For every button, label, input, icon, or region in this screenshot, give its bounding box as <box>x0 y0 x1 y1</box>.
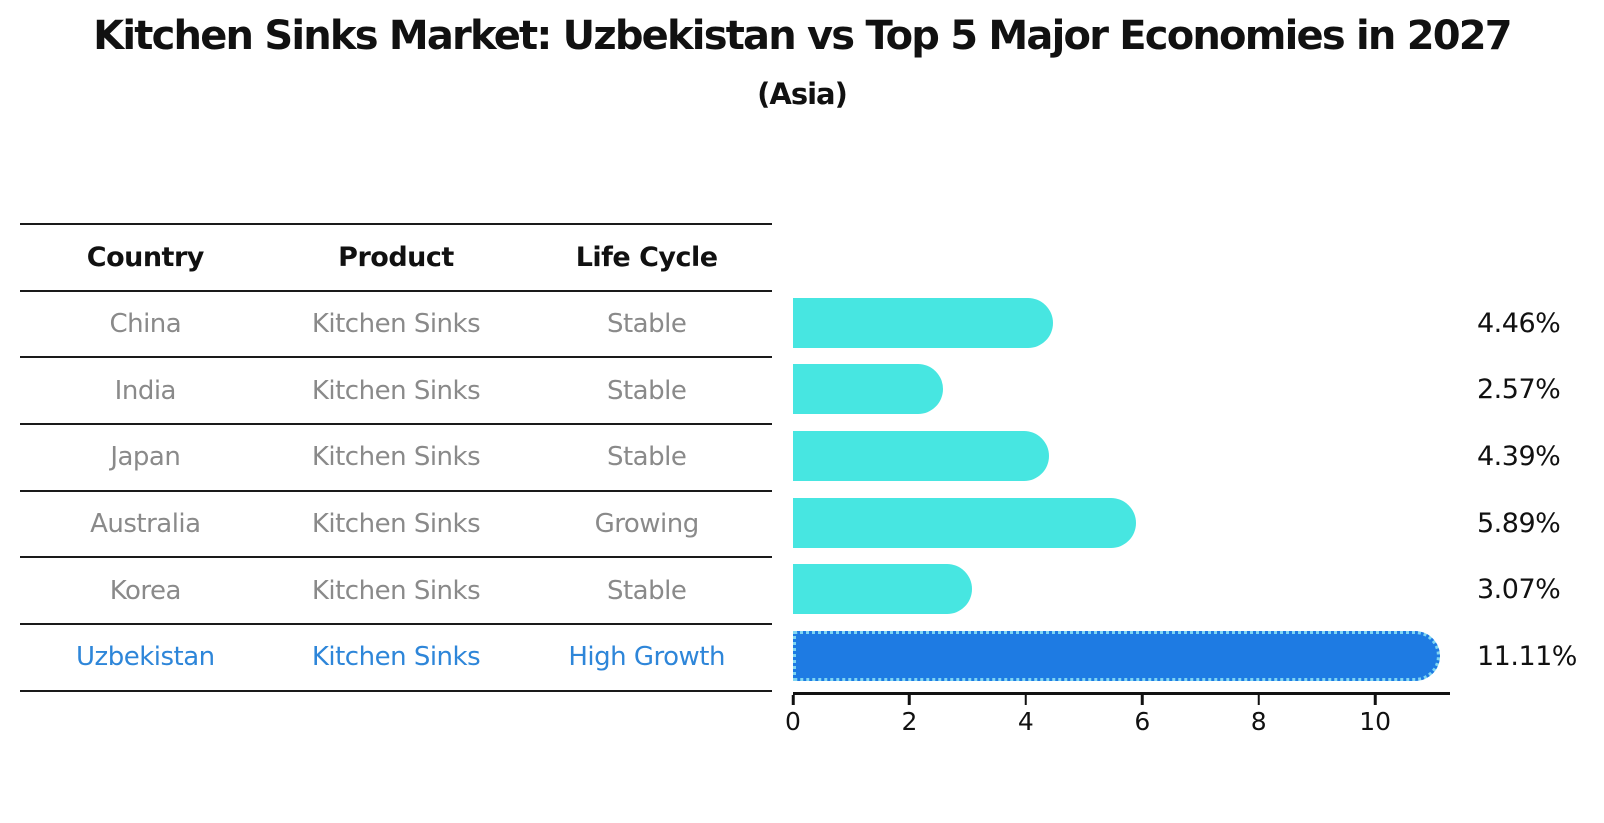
x-axis-line <box>793 692 1450 695</box>
bar-india <box>793 364 943 415</box>
cell-country: Australia <box>90 509 201 540</box>
column-header-country: Country <box>86 241 205 273</box>
cell-life-cycle: Stable <box>606 442 687 473</box>
chart-title: Kitchen Sinks Market: Uzbekistan vs Top … <box>93 13 1512 59</box>
cell-country: China <box>109 309 182 340</box>
bar-row-japan <box>793 423 1445 490</box>
value-label-uzbekistan: 11.11% <box>1477 640 1577 672</box>
x-tick-mark-2 <box>908 694 911 705</box>
bar-korea <box>793 564 972 615</box>
x-tick-mark-8 <box>1257 694 1260 705</box>
bar-row-korea <box>793 556 1445 623</box>
cell-life-cycle: Stable <box>606 575 687 606</box>
table-row-australia: Australia Kitchen Sinks Growing <box>20 489 772 557</box>
x-tick-mark-0 <box>791 694 795 705</box>
x-axis: 0 2 4 6 8 10 <box>785 692 1445 740</box>
bar-row-australia <box>793 490 1445 557</box>
x-tick-label-0: 0 <box>785 707 801 736</box>
x-tick-mark-4 <box>1024 694 1028 705</box>
bar-china <box>793 297 1053 348</box>
bar-uzbekistan <box>793 631 1440 682</box>
value-label-column: 4.46% 2.57% 4.39% 5.89% 3.07% 11.11% <box>1477 290 1604 690</box>
table-row-korea: Korea Kitchen Sinks Stable <box>20 556 772 623</box>
cell-life-cycle: Stable <box>606 375 687 406</box>
column-header-product: Product <box>338 241 454 273</box>
cell-product: Kitchen Sinks <box>311 575 481 606</box>
cell-country: Japan <box>110 442 181 473</box>
bar-row-india <box>793 356 1445 423</box>
x-tick-mark-10 <box>1373 694 1377 705</box>
x-tick-label-6: 6 <box>1134 707 1151 736</box>
column-header-life-cycle: Life Cycle <box>575 241 718 273</box>
table-row-china: China Kitchen Sinks Stable <box>20 289 772 357</box>
cell-country: Uzbekistan <box>76 642 215 673</box>
cell-life-cycle: Stable <box>606 309 687 340</box>
table-row-uzbekistan: Uzbekistan Kitchen Sinks High Growth <box>20 623 772 690</box>
cell-country: Korea <box>109 575 182 606</box>
cell-product: Kitchen Sinks <box>311 442 481 473</box>
bar-row-china <box>793 290 1445 357</box>
x-tick-label-4: 4 <box>1017 707 1034 736</box>
value-label-japan: 4.39% <box>1477 440 1561 472</box>
value-label-australia: 5.89% <box>1477 507 1561 539</box>
cell-product: Kitchen Sinks <box>311 309 481 340</box>
table-header-row: Country Product Life Cycle <box>20 223 772 290</box>
cell-product: Kitchen Sinks <box>311 509 481 540</box>
cell-country: India <box>114 375 177 406</box>
cell-life-cycle: High Growth <box>568 642 725 673</box>
chart-subtitle: (Asia) <box>757 77 848 111</box>
x-tick-label-10: 10 <box>1359 707 1392 736</box>
value-label-china: 4.46% <box>1477 307 1561 339</box>
bar-australia <box>793 497 1136 548</box>
bar-row-uzbekistan <box>793 623 1445 690</box>
table-row-japan: Japan Kitchen Sinks Stable <box>20 423 772 490</box>
value-label-india: 2.57% <box>1477 374 1561 406</box>
bar-plot <box>793 290 1445 690</box>
x-tick-mark-6 <box>1141 694 1144 705</box>
country-table: Country Product Life Cycle China Kitchen … <box>20 223 772 692</box>
cell-life-cycle: Growing <box>594 509 700 540</box>
bar-japan <box>793 431 1049 482</box>
x-tick-label-8: 8 <box>1250 707 1267 736</box>
table-row-india: India Kitchen Sinks Stable <box>20 356 772 423</box>
x-tick-label-2: 2 <box>901 707 918 736</box>
cell-product: Kitchen Sinks <box>311 642 481 673</box>
cell-product: Kitchen Sinks <box>311 375 481 406</box>
value-label-korea: 3.07% <box>1477 574 1561 606</box>
table-body: China Kitchen Sinks Stable India Kitchen Sin… <box>20 289 772 690</box>
